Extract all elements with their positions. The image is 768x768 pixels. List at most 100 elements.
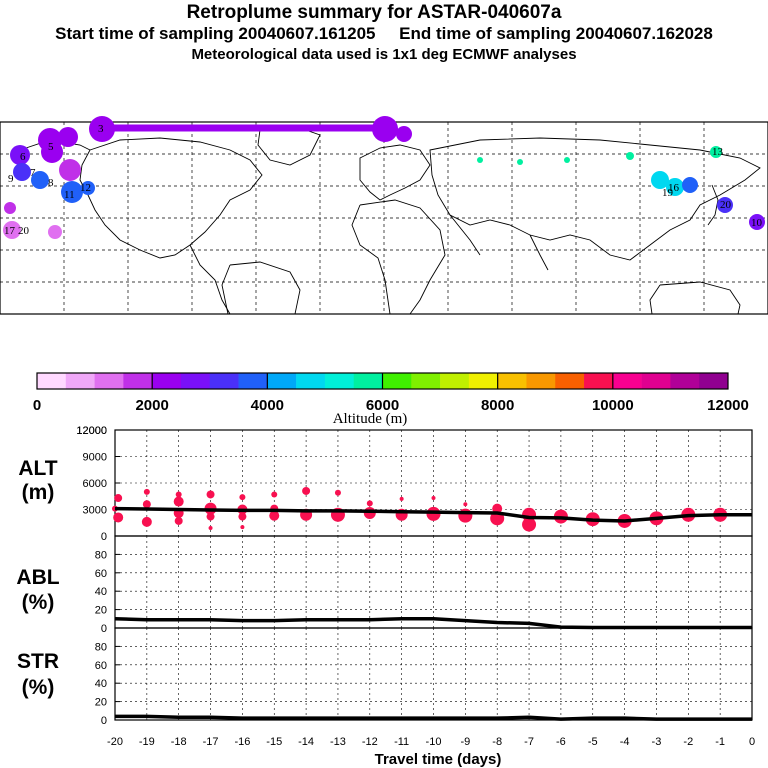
x-tick-label: -12 (362, 736, 378, 748)
x-tick-label: -3 (652, 736, 662, 748)
plume-cluster (58, 127, 78, 147)
y-tick-label: 60 (95, 568, 107, 580)
map-panel: 3 6 5 7 8 9 11 12 17 20 16 10 13 19 20 (0, 116, 768, 315)
altitude-cluster-point (271, 491, 278, 498)
x-tick-label: -2 (683, 736, 693, 748)
plume-cluster (31, 171, 49, 189)
plume-cluster (564, 157, 570, 163)
panel-label-unit: (m) (22, 481, 55, 504)
plume-cluster (666, 178, 684, 196)
y-tick-label: 0 (101, 531, 107, 543)
colorbar-segment (296, 373, 326, 389)
x-tick-label: -16 (234, 736, 250, 748)
plume-cluster (59, 159, 81, 181)
colorbar-segment (353, 373, 383, 389)
plume-cluster (396, 126, 412, 142)
altitude-cluster-point (463, 502, 468, 507)
map-label: 20 (18, 225, 30, 237)
altitude-cluster-point (206, 490, 215, 499)
map-plume-markers (3, 116, 765, 239)
altitude-cluster-point (113, 512, 124, 523)
x-tick-label: -1 (715, 736, 725, 748)
map-plume-labels: 3 6 5 7 8 9 11 12 17 20 16 10 13 19 20 (4, 123, 763, 237)
altitude-colorbar: 0 2000 4000 6000 8000 10000 12000 (33, 372, 749, 414)
colorbar-segment (324, 373, 355, 389)
x-tick-label: -9 (460, 736, 470, 748)
colorbar-segment (382, 373, 412, 389)
altitude-cluster-point (238, 512, 247, 521)
colorbar-segment (123, 373, 153, 389)
y-tick-label: 3000 (83, 505, 107, 517)
str-series-line (115, 714, 752, 721)
altitude-cluster-point (141, 516, 152, 527)
y-tick-label: 0 (101, 715, 107, 727)
map-label: 7 (30, 167, 36, 179)
colorbar-segment (411, 373, 441, 389)
map-label: 12 (80, 182, 91, 194)
altitude-cluster-point (175, 491, 182, 498)
x-tick-label: -18 (171, 736, 187, 748)
x-tick-label: -15 (266, 736, 282, 748)
colorbar-segment (440, 373, 470, 389)
map-label: 10 (751, 217, 763, 229)
altitude-cluster-point (114, 494, 123, 503)
y-tick-label: 12000 (76, 425, 107, 437)
colorbar-segment (612, 373, 642, 389)
map-coastlines (19, 127, 761, 315)
x-tick-label: -11 (394, 736, 409, 748)
colorbar-tick-label: 2000 (135, 397, 168, 414)
altitude-cluster-point (492, 503, 503, 514)
colorbar-segment (641, 373, 671, 389)
altitude-cluster-point (142, 500, 151, 509)
colorbar-segment (267, 373, 297, 389)
x-tick-label: -13 (330, 736, 346, 748)
x-tick-label: -5 (588, 736, 598, 748)
met-data-label: Meteorological data used is 1x1 deg ECMW… (191, 46, 577, 63)
plume-cluster (13, 163, 31, 181)
altitude-cluster-point (399, 496, 404, 501)
colorbar-segment (238, 373, 268, 389)
y-tick-label: 0 (101, 623, 107, 635)
altitude-cluster-point (366, 500, 373, 507)
colorbar-segment (699, 373, 729, 389)
altitude-cluster-point (522, 517, 537, 532)
y-tick-label: 20 (95, 605, 107, 617)
altitude-cluster-point (143, 488, 150, 495)
map-label: 9 (8, 173, 14, 185)
x-tick-label: -17 (203, 736, 219, 748)
x-tick-label: 0 (749, 736, 755, 748)
x-tick-label: -20 (107, 736, 123, 748)
plume-cluster (717, 197, 733, 213)
chart-title: Retroplume summary for ASTAR-040607a (186, 2, 562, 23)
colorbar-segment (94, 373, 124, 389)
plume-cluster (517, 159, 523, 165)
altitude-cluster-point (240, 525, 245, 530)
plume-cluster (48, 225, 62, 239)
plume-cluster (372, 116, 398, 142)
x-tick-label: -6 (556, 736, 566, 748)
plume-cluster (3, 221, 21, 239)
panel-str: 0 20 40 60 80 STR (%) (17, 627, 753, 727)
plume-cluster (41, 141, 63, 163)
map-label: 19 (662, 187, 674, 199)
y-tick-label: 80 (95, 549, 107, 561)
x-axis-label: Travel time (days) (375, 751, 502, 768)
x-tick-label: -8 (492, 736, 502, 748)
plume-cluster (749, 214, 765, 230)
x-tick-label: -14 (298, 736, 314, 748)
colorbar-tick-label: 0 (33, 397, 41, 414)
panel-label-name: ALT (18, 457, 57, 480)
plume-cluster (651, 171, 669, 189)
y-tick-label: 12000 (76, 425, 107, 437)
sampling-times: Start time of sampling 20040607.161205 E… (0, 24, 768, 44)
plume-cluster (4, 202, 16, 214)
y-tick-label: 80 (95, 641, 107, 653)
map-label: 16 (668, 182, 680, 194)
start-time-label: Start time of sampling 20040607.161205 (55, 24, 376, 43)
colorbar-tick-label: 8000 (481, 397, 514, 414)
plume-cluster (477, 157, 483, 163)
x-tick-label: -19 (139, 736, 155, 748)
map-label: 6 (20, 151, 26, 163)
